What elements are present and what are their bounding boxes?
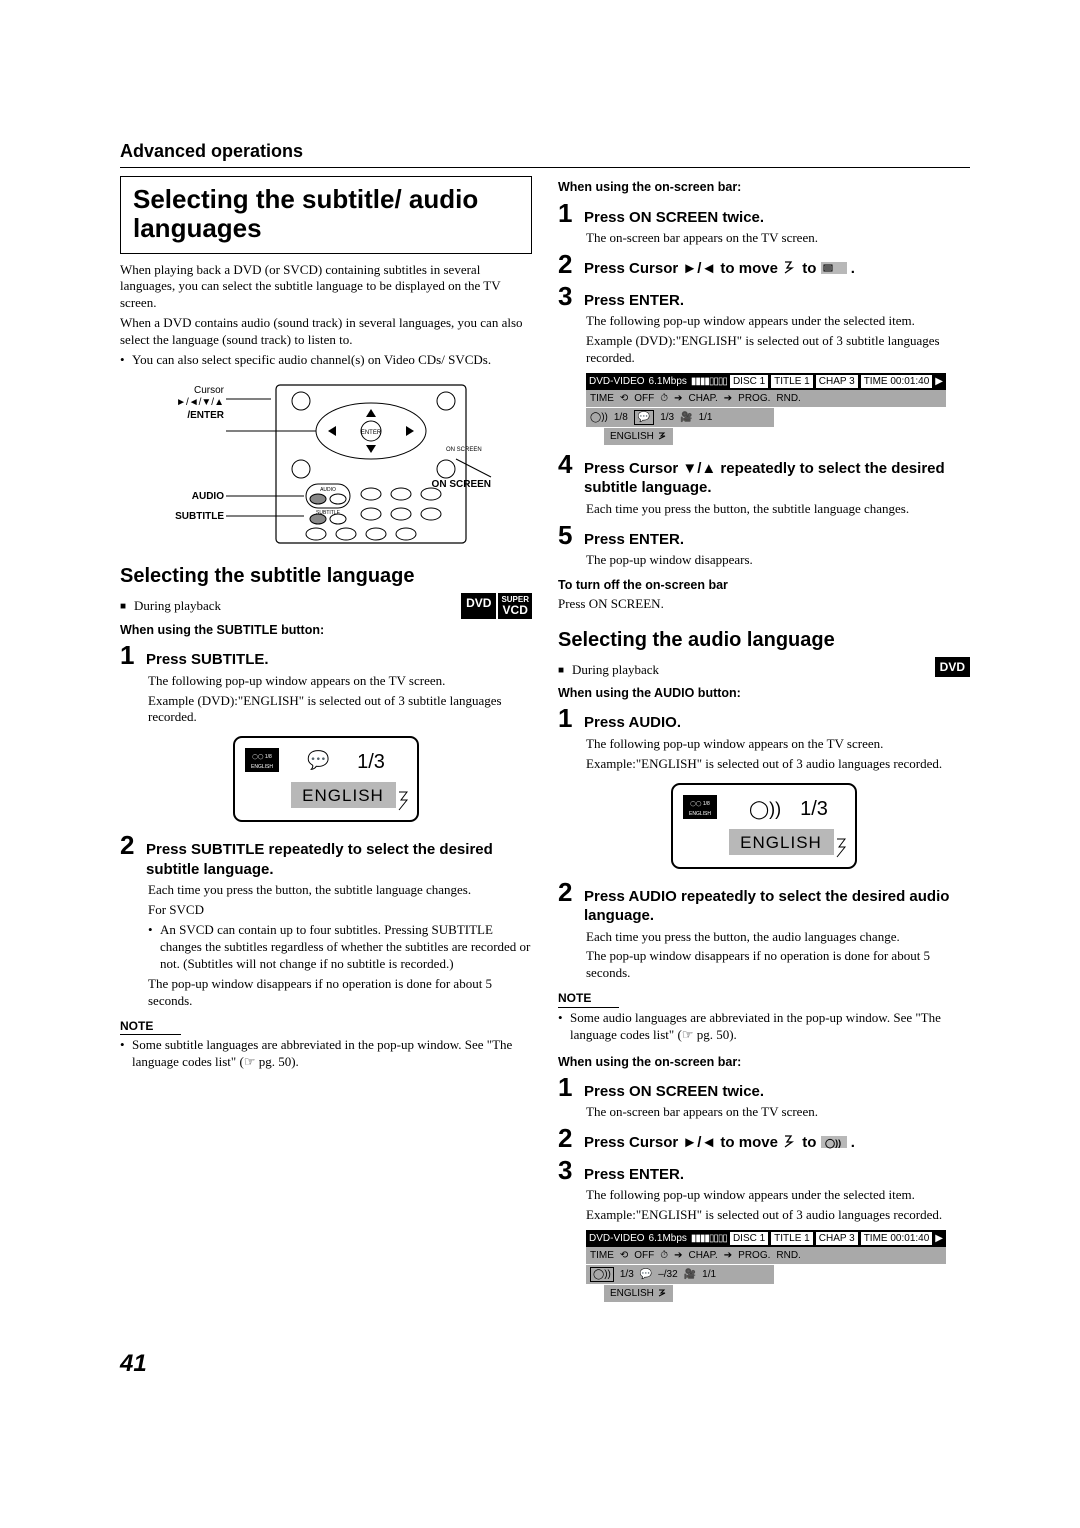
svg-text:◯◯ 1/8: ◯◯ 1/8 [690,801,710,807]
page-number: 41 [120,1348,970,1379]
main-title: Selecting the subtitle/ audio languages [133,185,519,242]
during-playback: During playback [558,662,659,679]
step-text: For SVCD [148,902,532,919]
aud-step-1: 1 Press AUDIO. [558,705,970,733]
sub-step-2: 2 Press SUBTITLE repeatedly to select th… [120,832,532,879]
svg-text:◯◯ 1/8: ◯◯ 1/8 [252,754,272,760]
manual-page: Advanced operations Selecting the subtit… [0,0,1080,1439]
aud-os-step-2: 2 Press Cursor ►/◄ to move to ◯)) . [558,1125,970,1153]
remote-diagram: ENTER ON SCREEN AUDIO SUBTITLE [156,379,496,549]
svg-text:ON SCREEN: ON SCREEN [446,447,482,453]
osd-bar-audio: DVD-VIDEO 6.1Mbps ▮▮▮▮▯▯▯▯ DISC 1 TITLE … [586,1230,946,1302]
sub-os-step-2: 2 Press Cursor ►/◄ to move to . [558,251,970,279]
aud-os-step-1: 1 Press ON SCREEN twice. [558,1074,970,1102]
sub-os-step-1: 1 Press ON SCREEN twice. [558,200,970,228]
osd-bar-subtitle: DVD-VIDEO 6.1Mbps ▮▮▮▮▯▯▯▯ DISC 1 TITLE … [586,373,946,445]
step-text: Each time you press the button, the subt… [148,882,532,899]
svg-text:AUDIO: AUDIO [320,487,336,493]
svg-text:ENTER: ENTER [361,430,382,436]
section-header: Advanced operations [120,140,970,168]
turnoff-head: To turn off the on-screen bar [558,577,970,593]
audio-heading: Selecting the audio language [558,627,970,653]
svg-text:►/◄/▼/▲: ►/◄/▼/▲ [176,397,224,408]
step-bullet: An SVCD can contain up to four subtitles… [148,922,532,973]
method-audio-button: When using the AUDIO button: [558,685,970,701]
note-heading: NOTE [120,1019,181,1036]
intro-bullet: You can also select specific audio chann… [120,352,532,369]
badge-dvd: DVD [461,593,496,619]
during-playback: During playback [120,598,221,615]
subtitle-heading: Selecting the subtitle language [120,563,532,589]
svg-text:ENGLISH: ENGLISH [302,786,384,805]
svg-text:◯)): ◯)) [825,1138,841,1149]
step-head: Press SUBTITLE repeatedly to select the … [146,840,532,879]
svg-text:◯)): ◯)) [749,799,781,820]
sub-os-step-4: 4 Press Cursor ▼/▲ repeatedly to select … [558,451,970,498]
svg-text:SUBTITLE: SUBTITLE [175,511,224,522]
svg-text:ENGLISH: ENGLISH [689,811,711,817]
aud-os-step-3: 3 Press ENTER. [558,1157,970,1185]
intro-p2: When a DVD contains audio (sound track) … [120,315,532,349]
svg-text:ON SCREEN: ON SCREEN [432,479,491,490]
svg-text:1/3: 1/3 [800,798,828,820]
step-number: 1 [120,642,140,668]
svg-text:/ENTER: /ENTER [187,410,224,421]
right-column: When using the on-screen bar: 1 Press ON… [558,176,970,1308]
note-heading: NOTE [558,991,619,1008]
note-bullet: Some subtitle languages are abbreviated … [120,1037,532,1071]
method-onscreen: When using the on-screen bar: [558,179,970,195]
note-bullet: Some audio languages are abbreviated in … [558,1010,970,1044]
badge-dvd: DVD [935,657,970,677]
disc-badges: DVD SUPERVCD [461,593,532,619]
sub-os-step-3: 3 Press ENTER. [558,283,970,311]
step-text: Example (DVD):"ENGLISH" is selected out … [148,693,532,727]
sub-step-1: 1 Press SUBTITLE. [120,642,532,670]
step-text: The pop-up window disappears if no opera… [148,976,532,1010]
svg-text:💬: 💬 [307,749,329,770]
method-onscreen: When using the on-screen bar: [558,1054,970,1070]
intro-p1: When playing back a DVD (or SVCD) contai… [120,262,532,313]
sub-os-step-5: 5 Press ENTER. [558,522,970,550]
subtitle-popup: ◯◯ 1/8 ENGLISH 💬 1/3 ENGLISH [231,734,421,824]
svg-text:AUDIO: AUDIO [192,491,224,502]
svg-text:Cursor: Cursor [194,385,225,396]
step-number: 2 [120,832,140,858]
left-column: Selecting the subtitle/ audio languages … [120,176,532,1308]
svg-text:ENGLISH: ENGLISH [740,833,822,852]
title-box: Selecting the subtitle/ audio languages [120,176,532,253]
svg-text:1/3: 1/3 [357,751,385,773]
turnoff-body: Press ON SCREEN. [558,596,970,613]
disc-badges: DVD [935,657,970,677]
step-head: Press SUBTITLE. [146,650,269,670]
badge-svcd: SUPERVCD [498,593,532,619]
aud-step-2: 2 Press AUDIO repeatedly to select the d… [558,879,970,926]
svg-text:ENGLISH: ENGLISH [251,764,273,770]
step-text: The following pop-up window appears on t… [148,673,532,690]
method-subtitle-button: When using the SUBTITLE button: [120,622,532,638]
audio-popup: ◯◯ 1/8 ENGLISH ◯)) 1/3 ENGLISH [669,781,859,871]
